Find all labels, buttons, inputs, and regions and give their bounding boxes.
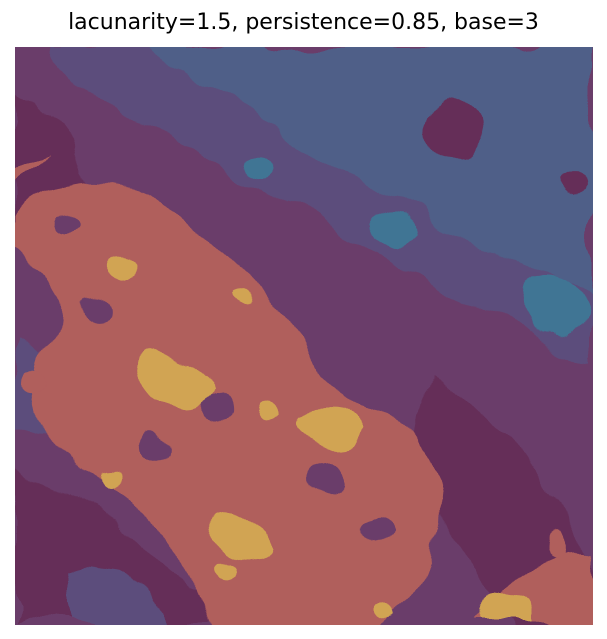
teal-spot-3 [247, 155, 279, 183]
orange-top-left-tip [15, 155, 53, 187]
hole-6 [56, 215, 80, 235]
yellow-peak-9 [371, 600, 394, 618]
yellow-peak-2 [297, 412, 363, 446]
teal-spot-1 [523, 276, 585, 340]
noise-map [15, 47, 593, 625]
yellow-peak-1 [140, 353, 215, 407]
yellow-peak-3 [212, 513, 275, 559]
yellow-peaks [96, 255, 535, 625]
yellow-peak-10 [211, 560, 234, 580]
hole-5 [140, 436, 168, 460]
blue-region-inner [135, 47, 593, 297]
yellow-peak-7 [96, 465, 119, 485]
purple-band-bottom [75, 566, 165, 625]
hole-1 [202, 393, 236, 425]
orange-right-spot [542, 535, 567, 556]
orange-left-spot [27, 375, 50, 396]
hole-3 [360, 514, 394, 545]
yellow-peak-4 [105, 255, 138, 284]
dark-spot-2 [556, 176, 582, 200]
cool-region [55, 47, 593, 367]
hole-4 [80, 295, 108, 320]
figure-title: lacunarity=1.5, persistence=0.85, base=3 [68, 10, 539, 35]
yellow-peak-6 [479, 592, 535, 625]
yellow-peak-8 [232, 290, 254, 307]
hole-2 [310, 463, 346, 498]
dark-spot-1 [421, 113, 476, 162]
teal-spot-2 [376, 210, 427, 251]
warm-region-holes [56, 215, 394, 545]
yellow-peak-5 [256, 400, 280, 423]
